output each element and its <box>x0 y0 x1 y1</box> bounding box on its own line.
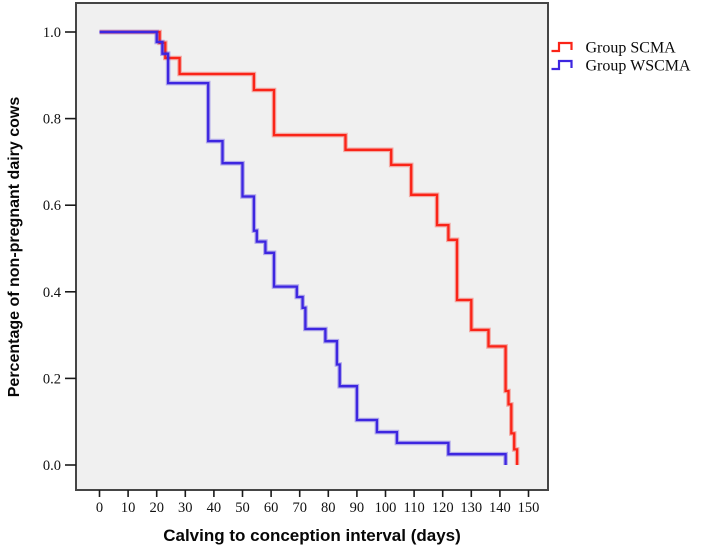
y-tick-label: 0.6 <box>43 198 61 214</box>
y-tick-label: 0.4 <box>43 285 62 301</box>
x-tick-label: 100 <box>375 500 397 516</box>
x-tick-label: 10 <box>121 500 136 516</box>
x-tick-label: 140 <box>489 500 511 516</box>
legend-label-scma: Group SCMA <box>586 40 677 57</box>
x-tick-label: 130 <box>460 500 482 516</box>
survival-curves <box>99 29 520 465</box>
x-tick-label: 40 <box>207 500 222 516</box>
legend-label-wscma: Group WSCMA <box>586 58 691 75</box>
x-tick-label: 30 <box>178 500 193 516</box>
legend: Group SCMA Group WSCMA <box>551 40 691 75</box>
x-tick-label: 150 <box>518 500 540 516</box>
x-tick-label: 110 <box>403 500 424 516</box>
plot-area <box>75 2 549 491</box>
y-axis-ticks: 0.0 0.2 0.4 0.6 0.8 1.0 <box>43 25 76 474</box>
y-tick-label: 0.8 <box>43 112 61 128</box>
y-tick-label: 0.2 <box>43 371 61 387</box>
x-axis-ticks: 0 10 20 30 40 50 60 70 80 90 100 110 120 130 140 150 <box>96 490 540 516</box>
legend-line-scma-icon <box>551 41 573 53</box>
x-tick-label: 20 <box>149 500 164 516</box>
x-tick-label: 0 <box>96 500 103 516</box>
x-tick-label: 70 <box>292 500 307 516</box>
curve-group-wscma <box>99 30 507 465</box>
x-tick-label: 120 <box>432 500 454 516</box>
curve-group-scma <box>99 30 519 465</box>
y-tick-label: 1.0 <box>43 25 61 41</box>
legend-line-wscma-icon <box>551 59 573 71</box>
y-tick-label: 0.0 <box>43 458 61 474</box>
x-axis-title: Calving to conception interval (days) <box>163 526 461 545</box>
y-axis-title: Percentage of non-pregnant dairy cows <box>6 97 23 398</box>
x-tick-label: 50 <box>235 500 250 516</box>
x-tick-label: 80 <box>321 500 336 516</box>
x-tick-label: 60 <box>264 500 279 516</box>
x-tick-label: 90 <box>350 500 365 516</box>
